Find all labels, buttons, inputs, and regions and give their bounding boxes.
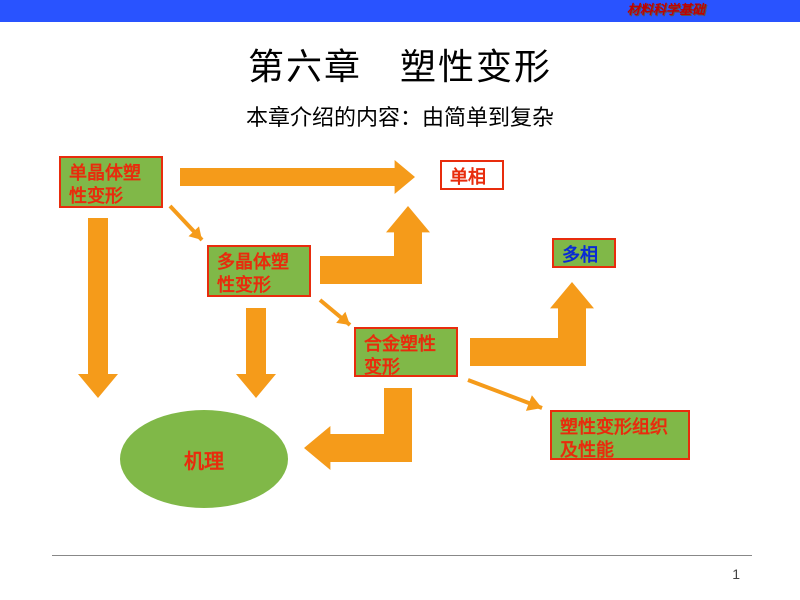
node-alloy: 合金塑性变形 <box>354 327 458 377</box>
chapter-title: 第六章 塑性变形 <box>0 38 800 90</box>
node-single-crystal: 单晶体塑性变形 <box>59 156 163 208</box>
node-microstructure: 塑性变形组织及性能 <box>550 410 690 460</box>
page-number: 1 <box>732 566 740 582</box>
node-multi-phase: 多相 <box>552 238 616 268</box>
node-single-phase: 单相 <box>440 160 504 190</box>
course-name: 材料科学基础 <box>627 0 705 20</box>
top-bar: 材料科学基础 <box>0 0 800 22</box>
chapter-subtitle: 本章介绍的内容：由简单到复杂 <box>0 100 800 132</box>
node-mechanism: 机理 <box>120 410 288 508</box>
footer-divider <box>52 555 752 556</box>
arrows-layer <box>0 0 800 600</box>
node-poly-crystal: 多晶体塑性变形 <box>207 245 311 297</box>
